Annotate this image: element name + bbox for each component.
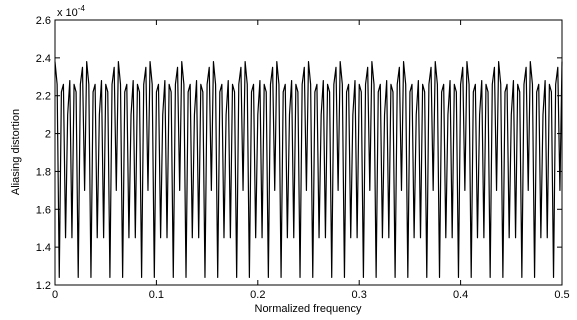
x-tick-label: 0.2 [250, 289, 265, 301]
y-axis-title: Aliasing distortion [10, 109, 22, 195]
y-tick-label: 1.8 [36, 166, 51, 178]
x-tick-label: 0.5 [554, 289, 569, 301]
series-line [54, 61, 563, 279]
x-tick-label: 0.4 [453, 289, 468, 301]
y-multiplier-exponent: -4 [78, 4, 86, 13]
y-tick-label: 2.4 [36, 53, 51, 65]
y-axis-ticks: 1.2 1.4 1.6 1.8 2 2.2 2.4 2.6 [36, 15, 562, 292]
y-tick-label: 1.6 [36, 204, 51, 216]
x-tick-label: 0 [52, 289, 58, 301]
x-tick-label: 0.1 [149, 289, 164, 301]
x-axis-title: Normalized frequency [255, 303, 362, 315]
y-tick-label: 1.2 [36, 280, 51, 292]
series-layer [54, 61, 563, 279]
y-tick-label: 2 [45, 129, 51, 141]
y-multiplier: x 10-4 [57, 4, 85, 19]
y-tick-label: 2.2 [36, 91, 51, 103]
x-tick-label: 0.3 [352, 289, 367, 301]
x-axis-ticks: 0 0.1 0.2 0.3 0.4 0.5 [52, 20, 570, 301]
plot-frame [54, 19, 563, 286]
plot-area [55, 20, 562, 285]
y-tick-label: 2.6 [36, 15, 51, 27]
y-tick-label: 1.4 [36, 242, 51, 254]
